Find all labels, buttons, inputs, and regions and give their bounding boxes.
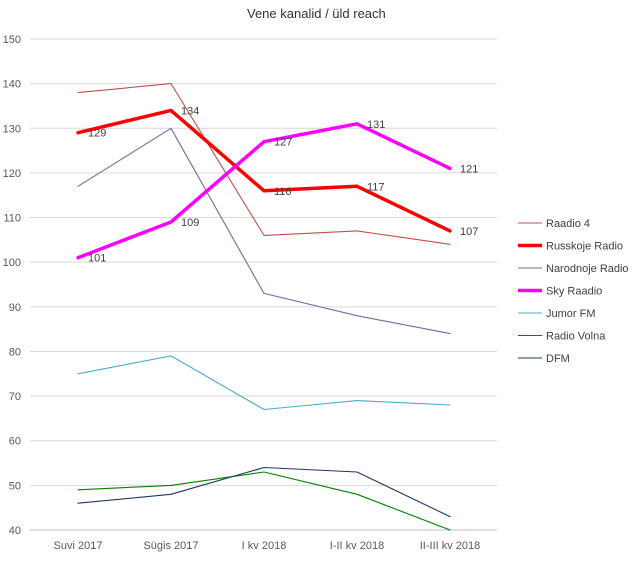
legend-label: Russkoje Radio: [546, 241, 623, 253]
y-tick-label: 50: [9, 480, 21, 492]
legend-label: Raadio 4: [546, 218, 590, 230]
y-tick-label: 90: [9, 302, 21, 314]
legend-label: Radio Volna: [546, 331, 606, 343]
data-label: 134: [181, 105, 199, 117]
legend-label: DFM: [546, 353, 570, 365]
data-label: 131: [367, 119, 385, 131]
y-tick-label: 80: [9, 346, 21, 358]
x-tick-label: Sügis 2017: [143, 540, 198, 552]
data-label: 116: [274, 186, 292, 198]
x-tick-label: Suvi 2017: [54, 540, 103, 552]
series-lines: [76, 83, 452, 531]
data-label: 121: [460, 163, 478, 175]
data-labels: 129 134 116 117 107 101 109 127 131 121: [88, 105, 478, 264]
legend: Raadio 4 Russkoje Radio Narodnoje Radio Sky…: [518, 218, 629, 365]
data-label: 101: [88, 253, 106, 265]
data-label: 117: [367, 181, 385, 193]
y-tick-label: 70: [9, 391, 21, 403]
series-line: [77, 127, 451, 335]
y-tick-label: 60: [9, 436, 21, 448]
legend-label: Narodnoje Radio: [546, 263, 629, 275]
x-tick-label: I-II kv 2018: [330, 540, 384, 552]
legend-label: Jumor FM: [546, 308, 596, 320]
data-label: 109: [181, 217, 199, 229]
y-tick-label: 110: [3, 213, 21, 225]
y-tick-label: 120: [3, 168, 21, 180]
data-label: 129: [88, 128, 106, 140]
y-tick-label: 40: [9, 525, 21, 537]
series-line: [76, 122, 452, 260]
legend-label: Sky Raadio: [546, 286, 602, 298]
y-tick-label: 140: [3, 79, 21, 91]
data-label: 107: [460, 226, 478, 238]
y-tick-label: 130: [3, 123, 21, 135]
axis-labels: 40 50 60 70 80 90 100 110 120 130 140 150 Suvi 2017 S…: [3, 34, 481, 552]
y-tick-label: 100: [3, 257, 21, 269]
data-label: 127: [274, 137, 292, 149]
series-line: [77, 355, 451, 411]
series-line: [76, 108, 452, 233]
series-line: [77, 83, 451, 245]
x-tick-label: I kv 2018: [242, 540, 287, 552]
y-tick-label: 150: [3, 34, 21, 46]
series-line: [77, 466, 451, 518]
x-tick-label: II-III kv 2018: [420, 540, 481, 552]
series-line: [77, 471, 451, 531]
gridlines: [30, 38, 497, 531]
chart-title: Vene kanalid / üld reach: [247, 6, 386, 21]
